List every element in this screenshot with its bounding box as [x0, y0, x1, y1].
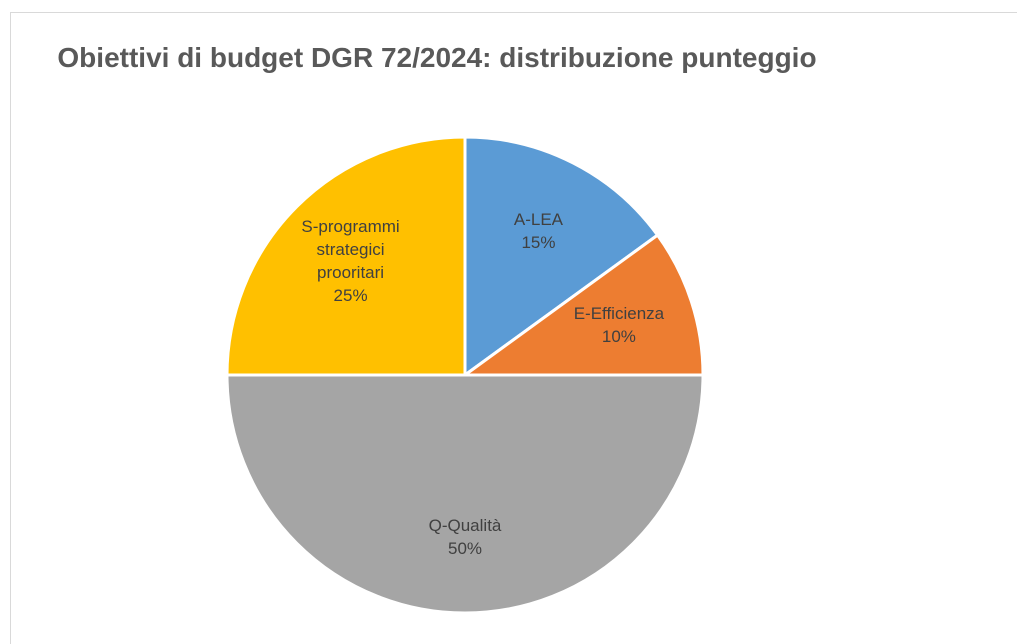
value-label: 50%	[447, 538, 483, 558]
chart-frame	[10, 12, 1017, 644]
category-label: Q-Qualità	[428, 515, 502, 535]
slice-label: Q-Qualità 50%	[403, 514, 527, 560]
pie-slice	[460, 233, 705, 377]
category-label: A-LEA	[513, 209, 564, 229]
value-label: 15%	[521, 232, 556, 252]
category-label: S-programmi strategici prooritari	[301, 216, 400, 282]
slice-label: A-LEA 15%	[476, 208, 600, 254]
value-label: 10%	[601, 326, 636, 346]
chart-title: Obiettivi di budget DGR 72/2024: distrib…	[57, 42, 817, 73]
pie-slice	[463, 135, 660, 378]
value-label: 25%	[333, 285, 368, 305]
pie-slice	[225, 373, 705, 615]
pie-slice	[225, 135, 467, 377]
slice-label: E-Efficienza 10%	[557, 302, 681, 348]
slice-label: S-programmi strategici prooritari 25%	[289, 215, 413, 307]
category-label: E-Efficienza	[573, 303, 665, 323]
